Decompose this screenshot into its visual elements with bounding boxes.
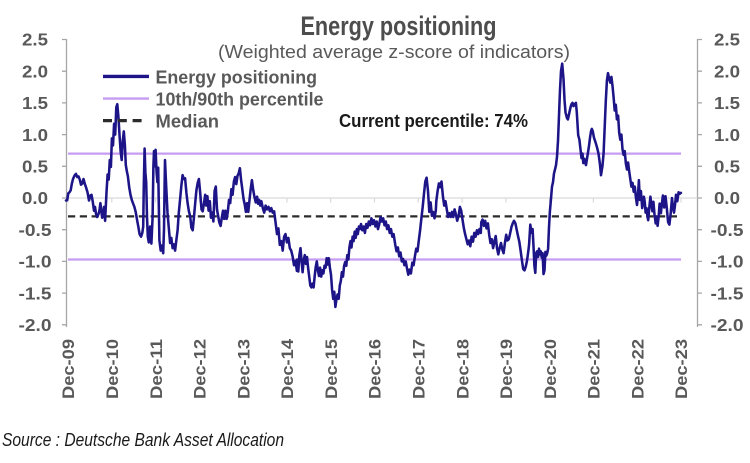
svg-text:Dec-11: Dec-11 [147,339,166,399]
svg-text:-1.0: -1.0 [711,252,744,272]
svg-text:Dec-15: Dec-15 [322,339,341,399]
svg-text:-0.5: -0.5 [19,220,52,240]
svg-text:10th/90th percentile: 10th/90th percentile [156,90,324,110]
svg-text:1.5: 1.5 [22,93,48,113]
svg-text:Dec-09: Dec-09 [59,339,78,399]
svg-text:Dec-13: Dec-13 [234,339,253,399]
svg-text:-2.0: -2.0 [19,315,52,335]
svg-text:Current percentile: 74%: Current percentile: 74% [339,111,528,131]
svg-text:Dec-19: Dec-19 [497,339,516,399]
svg-text:0.0: 0.0 [714,188,740,208]
svg-text:Source : Deutsche Bank Asset A: Source : Deutsche Bank Asset Allocation [2,429,284,450]
svg-text:1.0: 1.0 [22,125,48,145]
svg-text:1.0: 1.0 [714,125,740,145]
svg-text:1.5: 1.5 [714,93,740,113]
svg-text:-1.0: -1.0 [19,252,52,272]
svg-text:0.0: 0.0 [22,188,48,208]
svg-text:2.5: 2.5 [714,30,740,50]
svg-text:Dec-21: Dec-21 [585,339,604,399]
svg-text:Dec-14: Dec-14 [278,338,297,399]
svg-text:Dec-16: Dec-16 [366,339,385,399]
svg-text:0.5: 0.5 [714,157,740,177]
svg-text:Dec-18: Dec-18 [453,339,472,399]
svg-text:0.5: 0.5 [22,157,48,177]
svg-text:2.5: 2.5 [22,30,48,50]
svg-text:2.0: 2.0 [22,61,48,81]
svg-text:-0.5: -0.5 [711,220,744,240]
svg-text:2.0: 2.0 [714,61,740,81]
svg-text:-1.5: -1.5 [711,283,744,303]
svg-text:Median: Median [156,112,220,132]
svg-text:Dec-23: Dec-23 [672,339,691,399]
svg-text:(Weighted average z-score of i: (Weighted average z-score of indicators) [218,42,570,62]
svg-text:Dec-12: Dec-12 [191,339,210,399]
svg-text:Dec-17: Dec-17 [410,339,429,399]
svg-text:Dec-20: Dec-20 [541,339,560,399]
svg-text:-2.0: -2.0 [711,315,744,335]
svg-text:Energy positioning: Energy positioning [156,68,318,88]
svg-text:Dec-22: Dec-22 [628,339,647,399]
svg-text:Dec-10: Dec-10 [103,339,122,399]
svg-text:Energy positioning: Energy positioning [301,11,497,41]
svg-text:-1.5: -1.5 [19,283,52,303]
